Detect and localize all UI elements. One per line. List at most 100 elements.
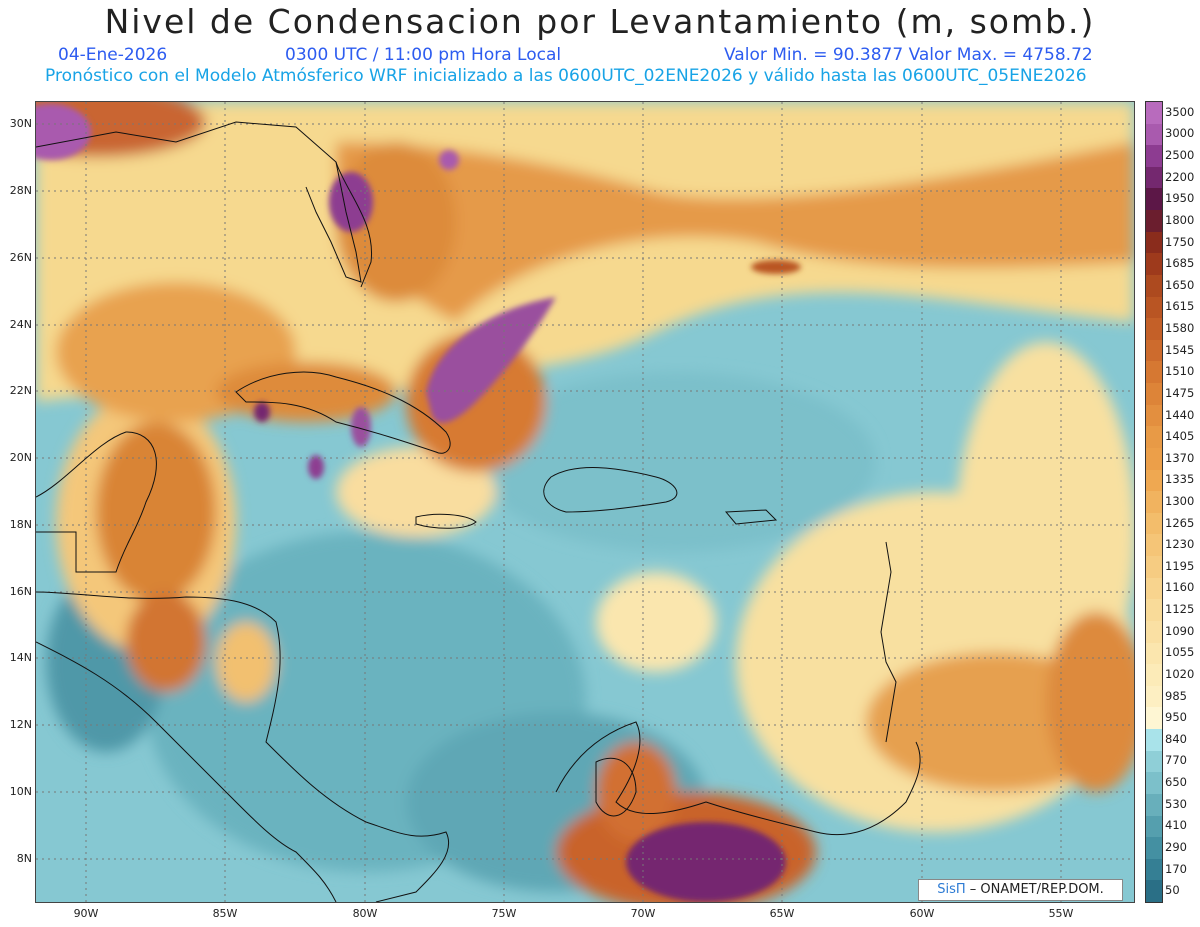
colorbar-segment — [1146, 556, 1162, 579]
lat-tick: 24N — [9, 318, 32, 331]
colorbar-segment — [1146, 642, 1162, 665]
colorbar-segment — [1146, 772, 1162, 795]
colorbar-label: 950 — [1165, 710, 1187, 725]
lat-tick: 16N — [9, 585, 32, 598]
credit-text: – ONAMET/REP.DOM. — [969, 882, 1104, 897]
colorbar-label: 1055 — [1165, 645, 1195, 660]
lat-tick: 20N — [9, 451, 32, 464]
colorbar-label: 410 — [1165, 818, 1187, 833]
colorbar-label: 1125 — [1165, 602, 1195, 617]
lon-tick: 85W — [212, 907, 238, 920]
credit-box: SisΠ – ONAMET/REP.DOM. — [918, 879, 1123, 901]
colorbar-label: 2200 — [1165, 169, 1195, 184]
colorbar-label: 985 — [1165, 688, 1187, 703]
colorbar-segment — [1146, 253, 1162, 276]
colorbar-segment — [1146, 599, 1162, 622]
colorbar-label: 1750 — [1165, 234, 1195, 249]
lon-tick: 65W — [769, 907, 795, 920]
lcl-shaded-field — [36, 102, 1134, 902]
colorbar — [1145, 101, 1163, 903]
lon-tick: 60W — [909, 907, 935, 920]
colorbar-label: 1195 — [1165, 558, 1195, 573]
colorbar-segment — [1146, 469, 1162, 492]
colorbar-segment — [1146, 729, 1162, 752]
colorbar-label: 1950 — [1165, 191, 1195, 206]
colorbar-segment — [1146, 123, 1162, 146]
lon-tick: 55W — [1048, 907, 1074, 920]
colorbar-segment — [1146, 102, 1162, 125]
lat-tick: 8N — [16, 852, 32, 865]
lat-tick: 26N — [9, 251, 32, 264]
colorbar-segment — [1146, 339, 1162, 362]
colorbar-label: 1300 — [1165, 494, 1195, 508]
forecast-date: 04-Ene-2026 — [58, 45, 168, 65]
colorbar-label: 1685 — [1165, 256, 1195, 271]
colorbar-label: 1510 — [1165, 364, 1195, 379]
colorbar-label: 290 — [1165, 839, 1187, 854]
lon-tick: 70W — [630, 907, 656, 920]
sispi-logo: SisΠ — [937, 882, 966, 897]
lat-tick: 14N — [9, 651, 32, 664]
colorbar-segment — [1146, 166, 1162, 189]
colorbar-segment — [1146, 210, 1162, 233]
colorbar-segment — [1146, 318, 1162, 341]
colorbar-label: 530 — [1165, 796, 1187, 811]
colorbar-segment — [1146, 837, 1162, 860]
colorbar-segment — [1146, 383, 1162, 406]
colorbar-label: 3500 — [1165, 104, 1195, 119]
colorbar-segment — [1146, 447, 1162, 471]
value-range: Valor Min. = 90.3877 Valor Max. = 4758.7… — [724, 45, 1093, 65]
colorbar-label: 1615 — [1165, 299, 1195, 314]
colorbar-segment — [1146, 404, 1162, 427]
colorbar-label: 650 — [1165, 775, 1187, 790]
forecast-time: 0300 UTC / 11:00 pm Hora Local — [285, 45, 562, 65]
lat-tick: 12N — [9, 718, 32, 731]
colorbar-label: 50 — [1165, 883, 1180, 898]
colorbar-label: 1160 — [1165, 580, 1195, 595]
colorbar-label: 1800 — [1165, 212, 1195, 227]
colorbar-label: 770 — [1165, 753, 1187, 768]
lat-tick: 30N — [9, 117, 32, 130]
lat-tick: 28N — [9, 184, 32, 197]
colorbar-label: 1405 — [1165, 429, 1195, 444]
colorbar-label: 170 — [1165, 861, 1187, 876]
colorbar-segment — [1146, 188, 1162, 211]
colorbar-segment — [1146, 707, 1162, 730]
map-title: Nivel de Condensacion por Levantamiento … — [104, 2, 1096, 41]
colorbar-label: 1230 — [1165, 537, 1195, 552]
colorbar-segment — [1146, 577, 1162, 600]
colorbar-segment — [1146, 426, 1162, 449]
colorbar-segment — [1146, 274, 1162, 298]
colorbar-segment — [1146, 145, 1162, 168]
colorbar-segment — [1146, 880, 1162, 903]
colorbar-label: 1580 — [1165, 321, 1195, 336]
colorbar-segment — [1146, 750, 1162, 773]
colorbar-segment — [1146, 793, 1162, 816]
lat-tick: 18N — [9, 518, 32, 531]
colorbar-label: 1545 — [1165, 342, 1195, 357]
colorbar-label: 1335 — [1165, 472, 1195, 487]
colorbar-segment — [1146, 620, 1162, 644]
colorbar-label: 1370 — [1165, 450, 1195, 465]
lat-tick: 22N — [9, 384, 32, 397]
colorbar-label: 840 — [1165, 731, 1187, 746]
map-plot-area — [35, 101, 1135, 903]
coastlines — [36, 121, 921, 902]
colorbar-segment — [1146, 858, 1162, 881]
colorbar-segment — [1146, 685, 1162, 708]
lon-tick: 80W — [352, 907, 378, 920]
colorbar-segment — [1146, 296, 1162, 319]
colorbar-label: 3000 — [1165, 126, 1195, 141]
colorbar-label: 2500 — [1165, 148, 1195, 163]
lon-tick: 90W — [73, 907, 99, 920]
colorbar-label: 1440 — [1165, 407, 1195, 422]
colorbar-segment — [1146, 491, 1162, 514]
colorbar-label: 1265 — [1165, 515, 1195, 530]
colorbar-segment — [1146, 815, 1162, 838]
colorbar-segment — [1146, 512, 1162, 535]
lon-tick: 75W — [491, 907, 517, 920]
colorbar-label: 1650 — [1165, 277, 1195, 292]
colorbar-segment — [1146, 664, 1162, 687]
colorbar-segment — [1146, 534, 1162, 557]
colorbar-label: 1475 — [1165, 385, 1195, 400]
